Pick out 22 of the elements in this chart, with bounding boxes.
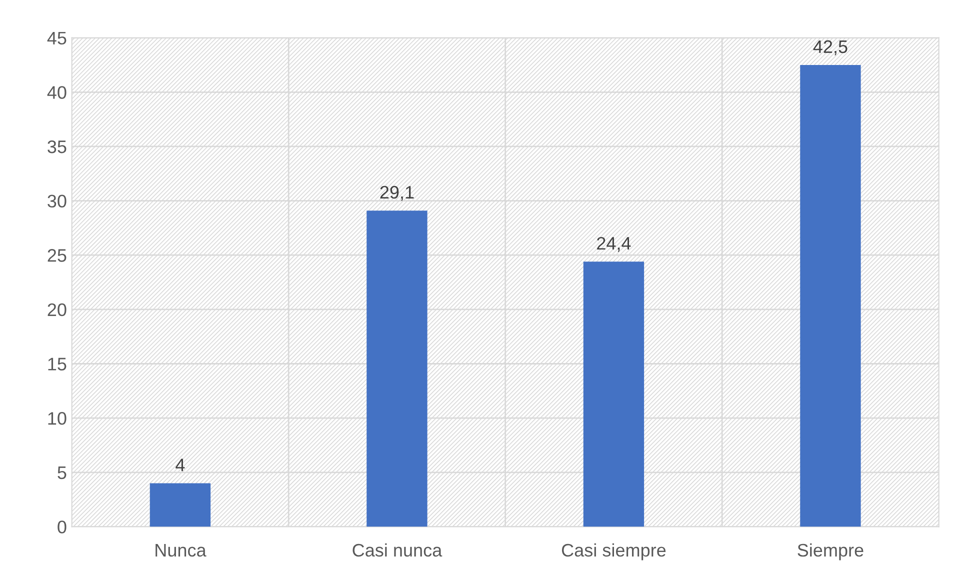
x-tick-label: Nunca <box>156 544 206 557</box>
y-tick-label: 5 <box>58 466 66 480</box>
x-tick-label: Casi nunca <box>352 543 442 557</box>
y-tick-label: 15 <box>48 358 66 370</box>
x-tick-label: Casi siempre <box>562 543 666 560</box>
data-label: 29,1 <box>380 186 414 201</box>
bar <box>583 262 644 527</box>
y-tick-label: 25 <box>48 249 66 262</box>
y-tick-label: 35 <box>48 140 66 154</box>
data-label: 42,5 <box>813 40 848 56</box>
y-tick-label: 40 <box>47 86 66 99</box>
bar <box>150 483 211 527</box>
data-label: 4 <box>176 458 185 472</box>
bar <box>366 210 428 527</box>
y-tick-label: 30 <box>48 194 66 208</box>
x-tick-label: Siempre <box>798 543 864 560</box>
bar <box>800 64 861 527</box>
data-label: 24,4 <box>597 236 631 252</box>
y-tick-label: 0 <box>58 520 66 534</box>
y-tick-label: 45 <box>47 32 66 45</box>
y-tick-label: 20 <box>48 303 66 316</box>
y-tick-label: 10 <box>48 412 66 425</box>
